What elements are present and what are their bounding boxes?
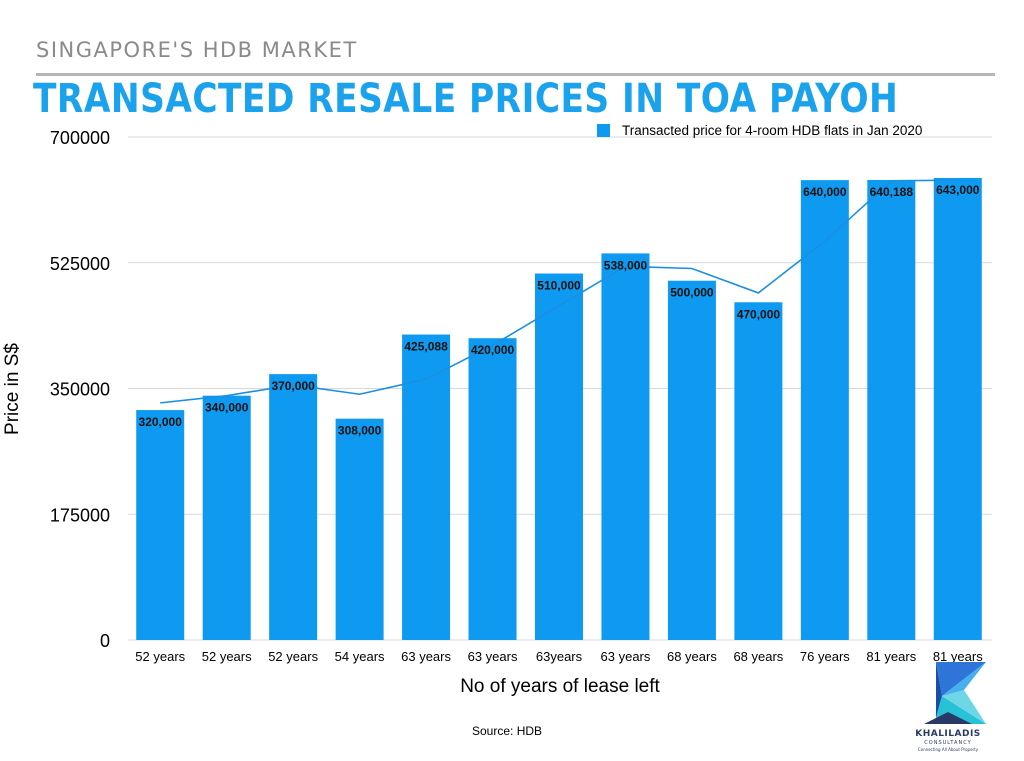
x-tick-label: 76 years <box>800 649 850 664</box>
chart-data-labels: 320,000 340,000 370,000 308,000 425,088 420,0… <box>139 183 980 438</box>
bar <box>202 395 251 640</box>
x-tick-label: 63 years <box>468 649 518 664</box>
bar <box>601 253 650 640</box>
data-label: 640,188 <box>870 185 914 199</box>
y-tick-label: 175000 <box>50 505 110 525</box>
y-tick-label: 0 <box>100 631 110 651</box>
bar <box>667 280 716 640</box>
x-tick-label: 81 years <box>933 649 983 664</box>
bar <box>136 410 185 640</box>
header-divider <box>36 73 995 76</box>
bar <box>933 177 982 641</box>
x-tick-label: 81 years <box>866 649 916 664</box>
x-tick-label: 52 years <box>202 649 252 664</box>
legend-swatch <box>597 124 610 137</box>
data-label: 370,000 <box>271 379 315 393</box>
chart-bars <box>136 177 982 641</box>
legend: Transacted price for 4-room HDB flats in… <box>597 123 922 138</box>
data-label: 500,000 <box>670 286 714 300</box>
x-tick-label: 52 years <box>135 649 185 664</box>
legend-entry: Transacted price for 4-room HDB flats in… <box>622 123 922 138</box>
bar <box>800 180 849 640</box>
x-tick-label: 54 years <box>335 649 385 664</box>
x-tick-label: 63 years <box>601 649 651 664</box>
x-tick-label: 68 years <box>733 649 783 664</box>
page-title: TRANSACTED RESALE PRICES IN TOA PAYOH <box>33 76 899 122</box>
data-label: 538,000 <box>604 258 648 272</box>
x-tick-label: 63 years <box>401 649 451 664</box>
khaliladis-logo <box>924 662 986 724</box>
data-label: 308,000 <box>338 424 382 438</box>
y-axis-title: Price in S$ <box>2 343 23 435</box>
x-tick-label: 63years <box>536 649 583 664</box>
data-label: 640,000 <box>803 185 847 199</box>
data-label: 510,000 <box>537 279 581 293</box>
bar <box>535 273 583 640</box>
source-note: Source: HDB <box>472 724 543 738</box>
data-label: 425,088 <box>404 340 448 354</box>
data-label: 340,000 <box>205 401 249 415</box>
logo-subtitle: CONSULTANCY <box>924 740 972 746</box>
bar <box>335 418 384 640</box>
chart-axes: 0 175000 350000 525000 700000 52 years 52 year… <box>50 128 983 664</box>
logo-name: KHALILADIS <box>915 729 981 739</box>
bar <box>867 179 916 640</box>
data-label: 643,000 <box>936 183 980 197</box>
logo-tagline: Connecting All About Property <box>917 747 979 752</box>
y-tick-label: 700000 <box>50 128 110 148</box>
data-label: 420,000 <box>471 343 515 357</box>
x-tick-label: 52 years <box>268 649 318 664</box>
bar <box>468 338 517 640</box>
data-label: 470,000 <box>737 307 781 321</box>
bar <box>402 334 451 640</box>
page-kicker: SINGAPORE'S HDB MARKET <box>36 38 358 62</box>
trendline <box>160 179 958 404</box>
chart-trendline <box>160 179 958 404</box>
bar <box>734 302 783 640</box>
y-tick-label: 350000 <box>50 380 110 400</box>
x-tick-label: 68 years <box>667 649 717 664</box>
bar <box>269 374 318 640</box>
data-label: 320,000 <box>139 415 183 429</box>
y-tick-label: 525000 <box>50 254 110 274</box>
x-axis-title: No of years of lease left <box>460 676 660 697</box>
